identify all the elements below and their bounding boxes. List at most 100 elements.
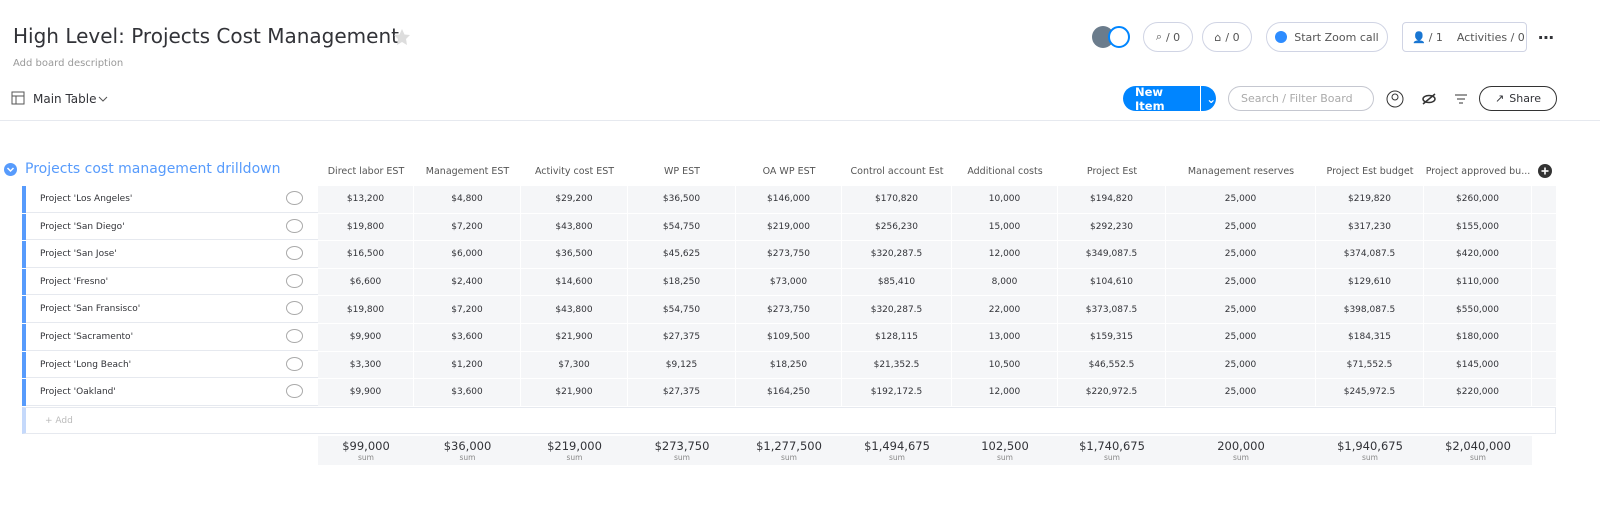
name-cell <box>26 324 318 351</box>
board-title: High Level: Projects Cost Management <box>13 24 399 48</box>
cell: $73,000 <box>736 268 842 297</box>
cell: $21,900 <box>521 324 628 352</box>
cell: $4,800 <box>414 186 521 214</box>
column-header[interactable]: Project Est <box>1086 165 1138 177</box>
sum-value: $1,277,500 <box>756 438 822 453</box>
cell: 10,000 <box>952 186 1058 214</box>
sum-value: $99,000 <box>342 438 390 453</box>
sum-value: $1,740,675 <box>1079 438 1145 453</box>
cell: $550,000 <box>1424 296 1532 324</box>
column-header[interactable]: OA WP EST <box>762 165 816 177</box>
column-header[interactable]: Management EST <box>425 165 510 177</box>
sum-cell: $1,494,675 sum <box>842 435 952 465</box>
item-name[interactable]: Project 'Oakland' <box>40 387 116 398</box>
inbox-count: / 0 <box>1225 30 1240 44</box>
item-name[interactable]: Project 'Sacramento' <box>40 332 134 342</box>
item-name[interactable]: Project 'San Fransisco' <box>40 304 141 315</box>
comment-icon[interactable] <box>286 273 303 288</box>
comment-icon[interactable] <box>286 191 303 205</box>
add-row <box>22 406 1556 434</box>
row-color-bar <box>22 379 26 406</box>
star-icon[interactable] <box>393 28 411 46</box>
sum-value: $1,940,675 <box>1337 438 1403 453</box>
name-cell <box>26 241 318 268</box>
name-cell <box>26 379 318 406</box>
cell: $9,900 <box>318 324 414 352</box>
item-name[interactable]: Project 'San Diego' <box>40 221 125 232</box>
cell: $146,000 <box>736 186 842 214</box>
divider <box>0 120 1600 121</box>
comment-icon[interactable] <box>286 301 303 316</box>
name-cell <box>26 296 318 323</box>
add-column[interactable] <box>1538 164 1552 178</box>
activity-box[interactable]: 👤/ 1 Activities / 0 <box>1402 22 1527 52</box>
members-count: / 1 <box>1428 30 1443 44</box>
cell: $43,800 <box>521 213 628 242</box>
column-header[interactable]: Direct labor EST <box>327 165 405 177</box>
cell: $145,000 <box>1424 351 1532 380</box>
share-button[interactable]: ↗ Share <box>1479 86 1557 111</box>
more-menu[interactable]: ⋯ <box>1538 28 1554 47</box>
sum-value: $1,494,675 <box>864 438 930 453</box>
item-name[interactable]: Project 'Los Angeles' <box>40 194 133 204</box>
cell-fill <box>1532 379 1556 406</box>
search-input[interactable]: Search / Filter Board <box>1228 86 1374 111</box>
cell: $3,300 <box>318 351 414 380</box>
column-header[interactable]: WP EST <box>664 165 700 177</box>
column-header[interactable]: Management reserves <box>1187 165 1295 177</box>
zoom-label: Start Zoom call <box>1294 30 1379 44</box>
add-item[interactable]: + Add <box>45 415 73 426</box>
hide-icon[interactable] <box>1421 92 1437 106</box>
sum-label: sum <box>358 452 374 462</box>
column-header[interactable]: Project approved bu... <box>1425 165 1531 177</box>
filter-icon[interactable] <box>1454 93 1468 105</box>
chevron[interactable] <box>98 95 108 103</box>
item-name[interactable]: Project 'Long Beach' <box>40 359 132 370</box>
avatar[interactable] <box>1108 26 1130 48</box>
comment-icon[interactable] <box>286 384 303 399</box>
comment-icon[interactable] <box>286 218 303 233</box>
cell: 15,000 <box>952 213 1058 242</box>
board-description[interactable]: Add board description <box>13 58 124 69</box>
item-name[interactable]: Project 'Fresno' <box>40 276 109 287</box>
comment-icon[interactable] <box>286 246 303 261</box>
sum-cell: 200,000 sum <box>1166 435 1316 465</box>
sum-label: sum <box>1470 452 1486 462</box>
column-header[interactable]: Project Est budget <box>1326 165 1414 177</box>
sum-value: 200,000 <box>1217 438 1265 453</box>
group-title[interactable]: Projects cost management drilldown <box>25 161 281 177</box>
sum-cell: $1,740,675 sum <box>1058 435 1166 465</box>
inbox-button[interactable]: ⌂/ 0 <box>1202 22 1252 52</box>
new-item-button[interactable]: New Item ⌄ <box>1123 85 1216 113</box>
cell: $273,750 <box>736 296 842 324</box>
cell: $13,200 <box>318 186 414 214</box>
collapse-icon[interactable] <box>4 163 17 176</box>
cell-fill <box>1532 186 1556 213</box>
cell: $7,200 <box>414 213 521 242</box>
row-color-bar <box>22 186 26 213</box>
sum-value: $36,000 <box>443 438 492 453</box>
zoom-button[interactable]: Start Zoom call <box>1266 22 1388 52</box>
sum-value: $219,000 <box>547 438 602 453</box>
sum-label: sum <box>889 452 905 462</box>
cell: $194,820 <box>1058 186 1166 214</box>
sum-cell: $99,000 sum <box>318 435 414 465</box>
comment-icon[interactable] <box>286 356 303 371</box>
cell: $19,800 <box>318 213 414 242</box>
cell: $21,352.5 <box>842 351 952 380</box>
comment-icon[interactable] <box>286 329 303 343</box>
sum-value: $2,040,000 <box>1445 438 1511 453</box>
cell: $374,087.5 <box>1316 241 1424 269</box>
column-header[interactable]: Control account Est <box>850 165 944 177</box>
name-cell <box>26 269 318 296</box>
column-header[interactable]: Activity cost EST <box>534 165 615 177</box>
view-tab[interactable]: Main Table <box>33 92 97 106</box>
column-header[interactable]: Additional costs <box>967 165 1043 177</box>
person-filter[interactable] <box>1386 90 1404 108</box>
cell: $54,750 <box>628 213 736 242</box>
cell: $164,250 <box>736 379 842 407</box>
updates-button[interactable]: ⌕/ 0 <box>1143 22 1193 52</box>
item-name[interactable]: Project 'San Jose' <box>40 249 117 260</box>
sum-cell: $273,750 sum <box>628 435 736 465</box>
cell: $260,000 <box>1424 186 1532 214</box>
